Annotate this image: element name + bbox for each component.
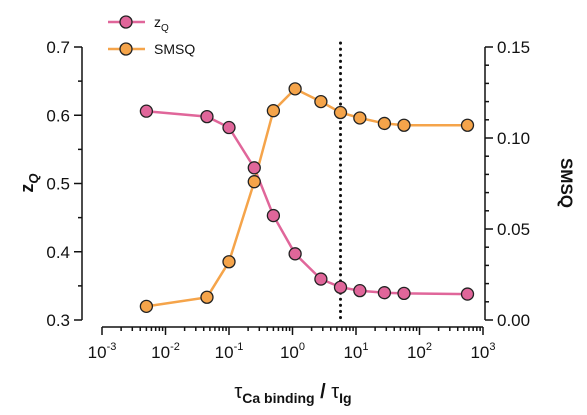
x-tick-label: 10-1 bbox=[215, 341, 244, 362]
data-point-smsq bbox=[200, 290, 214, 304]
right-y-axis-title: SMSQ bbox=[557, 158, 576, 208]
data-point-smsq bbox=[247, 175, 261, 189]
data-point-smsq bbox=[266, 104, 281, 118]
data-point-smsq bbox=[397, 118, 411, 132]
right-y-tick-label: 0.10 bbox=[497, 129, 530, 148]
data-point-zq bbox=[200, 109, 214, 124]
legend-marker-zq bbox=[119, 15, 133, 29]
data-point-zq bbox=[288, 247, 302, 261]
data-point-smsq bbox=[288, 82, 302, 96]
data-point-zq bbox=[314, 272, 328, 286]
data-point-zq bbox=[247, 161, 261, 175]
x-tick-label: 101 bbox=[343, 341, 368, 362]
left-y-tick-label: 0.3 bbox=[46, 311, 70, 330]
left-y-tick-label: 0.6 bbox=[46, 106, 70, 125]
data-point-smsq bbox=[377, 116, 392, 131]
right-y-tick-label: 0.00 bbox=[497, 311, 530, 330]
data-point-zq bbox=[222, 120, 236, 135]
data-point-zq bbox=[333, 280, 348, 294]
left-y-tick-label: 0.4 bbox=[46, 243, 70, 262]
data-point-smsq bbox=[353, 111, 367, 125]
data-point-smsq bbox=[333, 105, 348, 120]
right-y-tick-label: 0.15 bbox=[497, 38, 530, 57]
x-tick-label: 103 bbox=[470, 341, 495, 362]
legend-marker-smsq bbox=[119, 42, 133, 56]
x-tick-label: 10-2 bbox=[151, 341, 180, 362]
data-point-smsq bbox=[460, 118, 475, 132]
data-point-smsq bbox=[314, 94, 328, 109]
x-tick-label: 10-3 bbox=[88, 341, 117, 362]
left-y-tick-label: 0.7 bbox=[46, 38, 70, 57]
data-point-zq bbox=[266, 208, 281, 223]
legend-label-smsq: SMSQ bbox=[154, 41, 195, 57]
data-point-zq bbox=[397, 286, 411, 301]
series-line-smsq bbox=[146, 87, 468, 308]
series-line-zq bbox=[146, 109, 468, 296]
x-tick-label: 102 bbox=[407, 341, 432, 362]
data-point-zq bbox=[377, 286, 392, 300]
x-tick-label: 100 bbox=[280, 341, 305, 362]
data-point-zq bbox=[139, 104, 154, 118]
data-point-zq bbox=[460, 287, 475, 301]
data-point-smsq bbox=[139, 299, 154, 314]
left-y-tick-label: 0.5 bbox=[46, 175, 70, 194]
right-y-tick-label: 0.05 bbox=[497, 220, 530, 239]
x-axis-title: τCa binding / τIg bbox=[234, 381, 351, 406]
data-point-smsq bbox=[222, 255, 236, 269]
left-y-axis-title: zQ bbox=[17, 173, 41, 192]
legend-label-zq: zQ bbox=[154, 14, 169, 34]
data-point-zq bbox=[353, 284, 367, 298]
